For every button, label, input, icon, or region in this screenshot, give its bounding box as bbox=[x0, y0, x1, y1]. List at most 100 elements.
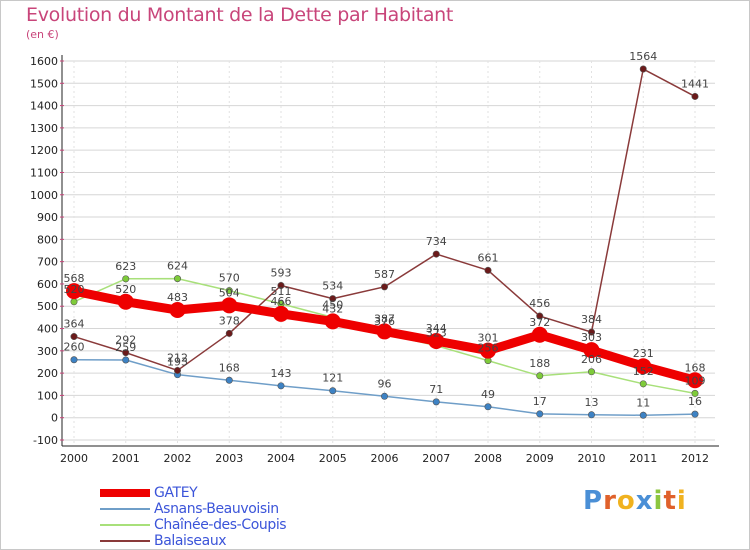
data-point bbox=[587, 411, 595, 419]
x-tick-label: 2001 bbox=[112, 452, 140, 465]
data-label: 17 bbox=[533, 395, 547, 408]
data-point bbox=[428, 333, 445, 350]
data-point bbox=[70, 298, 78, 306]
logo-letter: i bbox=[676, 486, 687, 516]
data-label: 256 bbox=[478, 342, 499, 355]
data-point bbox=[324, 313, 341, 330]
y-tick-label: 500 bbox=[37, 300, 58, 313]
data-point bbox=[536, 312, 544, 320]
data-point bbox=[169, 302, 186, 319]
data-point bbox=[329, 387, 337, 395]
legend-swatch bbox=[100, 489, 150, 497]
data-label: 301 bbox=[478, 332, 499, 345]
data-point bbox=[277, 282, 285, 290]
logo-letter: i bbox=[653, 486, 664, 516]
data-point bbox=[583, 342, 600, 359]
legend-swatch bbox=[100, 540, 150, 542]
data-label: 292 bbox=[115, 334, 136, 347]
data-point bbox=[174, 275, 182, 283]
data-label: 152 bbox=[633, 365, 654, 378]
x-tick-label: 2006 bbox=[371, 452, 399, 465]
data-label: 206 bbox=[581, 353, 602, 366]
y-tick-label: 1200 bbox=[30, 144, 58, 157]
data-point bbox=[536, 372, 544, 380]
x-tick-label: 2007 bbox=[422, 452, 450, 465]
data-point bbox=[691, 410, 699, 418]
data-label: 260 bbox=[64, 341, 85, 354]
legend-label: Chaînée-des-Coupis bbox=[154, 517, 287, 533]
y-tick-label: 1300 bbox=[30, 122, 58, 135]
data-label: 587 bbox=[374, 268, 395, 281]
legend-swatch bbox=[100, 524, 150, 526]
data-label: 168 bbox=[219, 361, 240, 374]
data-point bbox=[221, 297, 238, 314]
y-tick-label: -100 bbox=[33, 434, 58, 447]
x-tick-label: 2012 bbox=[681, 452, 709, 465]
proxiti-logo: Proxiti bbox=[583, 486, 687, 516]
data-point bbox=[432, 398, 440, 406]
data-label: 344 bbox=[426, 322, 447, 335]
data-point bbox=[687, 372, 703, 389]
data-label: 16 bbox=[688, 395, 702, 408]
data-point bbox=[639, 411, 647, 419]
data-label: 323 bbox=[426, 327, 447, 340]
data-point bbox=[639, 65, 647, 73]
data-point bbox=[380, 283, 388, 291]
data-label: 450 bbox=[322, 298, 343, 311]
data-label: 1441 bbox=[681, 77, 709, 90]
data-point bbox=[635, 358, 652, 375]
y-tick-label: 0 bbox=[51, 412, 58, 425]
y-tick-label: 600 bbox=[37, 278, 58, 291]
data-label: 624 bbox=[167, 260, 188, 273]
data-point bbox=[273, 305, 289, 322]
chart-unit: (en €) bbox=[26, 28, 59, 41]
data-label: 231 bbox=[633, 347, 654, 360]
data-label: 661 bbox=[478, 251, 499, 264]
chart-title: Evolution du Montant de la Dette par Hab… bbox=[26, 4, 454, 26]
data-label: 511 bbox=[271, 285, 292, 298]
data-label: 734 bbox=[426, 235, 447, 248]
axes: -100 0 100 200 300 400 500 600 700 800 900 1000 1100… bbox=[30, 55, 719, 465]
y-tick-label: 1500 bbox=[30, 77, 58, 90]
data-label: 483 bbox=[167, 291, 188, 304]
y-tick-label: 400 bbox=[37, 323, 58, 336]
data-label: 13 bbox=[585, 396, 599, 409]
y-tick-label: 700 bbox=[37, 256, 58, 269]
legend-item: Chaînée-des-Coupis bbox=[100, 517, 360, 533]
legend-swatch bbox=[100, 508, 150, 510]
data-point bbox=[480, 342, 496, 359]
logo-letter: r bbox=[603, 486, 617, 516]
line-chart: -100 0 100 200 300 400 500 600 700 800 900 1000 1100… bbox=[30, 50, 719, 465]
x-tick-label: 2009 bbox=[526, 452, 554, 465]
x-tick-label: 2010 bbox=[578, 452, 606, 465]
data-point bbox=[536, 410, 544, 418]
data-label: 11 bbox=[636, 396, 650, 409]
y-tick-label: 1600 bbox=[30, 55, 58, 68]
data-point bbox=[432, 250, 440, 258]
legend-label: GATEY bbox=[154, 485, 198, 501]
data-label: 372 bbox=[529, 316, 550, 329]
logo-letter: t bbox=[663, 486, 677, 516]
y-tick-label: 900 bbox=[37, 211, 58, 224]
x-tick-label: 2003 bbox=[215, 452, 243, 465]
data-label: 143 bbox=[271, 367, 292, 380]
data-label: 534 bbox=[322, 280, 343, 293]
legend-label: Balaiseaux bbox=[154, 533, 227, 549]
series-lines bbox=[66, 65, 703, 419]
data-label: 623 bbox=[115, 260, 136, 273]
data-label: 432 bbox=[322, 302, 343, 315]
data-label: 456 bbox=[529, 297, 550, 310]
y-tick-label: 200 bbox=[37, 367, 58, 380]
x-tick-label: 2004 bbox=[267, 452, 295, 465]
data-point bbox=[691, 92, 699, 100]
y-tick-label: 1000 bbox=[30, 189, 58, 202]
data-label: 376 bbox=[374, 315, 395, 328]
logo-letter: x bbox=[635, 486, 654, 516]
data-label: 384 bbox=[581, 313, 602, 326]
data-label: 520 bbox=[115, 283, 136, 296]
y-tick-label: 1400 bbox=[30, 100, 58, 113]
y-tick-label: 300 bbox=[37, 345, 58, 358]
data-point bbox=[70, 333, 78, 341]
